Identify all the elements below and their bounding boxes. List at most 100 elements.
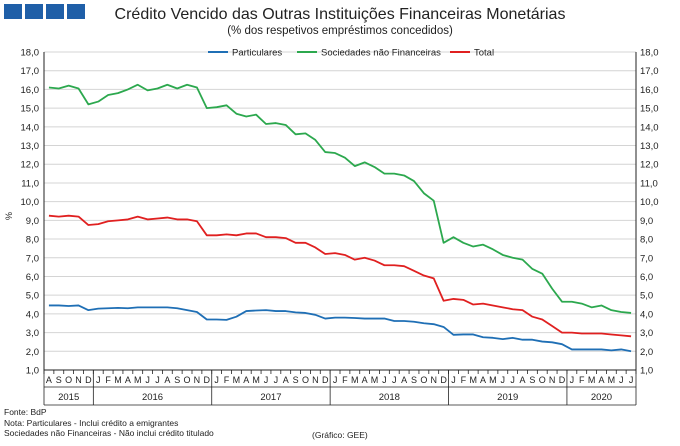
x-tick-label: N xyxy=(430,375,437,385)
year-label: 2018 xyxy=(379,392,400,403)
x-tick-label: A xyxy=(283,375,289,385)
x-tick-label: O xyxy=(302,375,309,385)
x-tick-label: M xyxy=(371,375,379,385)
x-tick-label: A xyxy=(598,375,604,385)
y-tick-label-right: 6,0 xyxy=(640,272,653,283)
footer-notes: Fonte: BdP Nota: Particulares - Inclui c… xyxy=(4,407,214,439)
x-tick-label: M xyxy=(134,375,142,385)
x-tick-label: F xyxy=(342,375,348,385)
y-tick-label-right: 3,0 xyxy=(640,328,653,339)
x-tick-label: J xyxy=(96,375,101,385)
x-tick-label: M xyxy=(252,375,260,385)
y-tick-label-right: 12,0 xyxy=(640,160,659,171)
y-tick-label-right: 10,0 xyxy=(640,197,659,208)
x-tick-label: D xyxy=(440,375,447,385)
x-tick-label: A xyxy=(362,375,368,385)
y-tick-label-right: 7,0 xyxy=(640,253,653,264)
y-tick-label-left: 14,0 xyxy=(21,122,40,133)
x-tick-label: M xyxy=(351,375,359,385)
source-note: Fonte: BdP xyxy=(4,407,47,417)
series-line-3 xyxy=(48,214,632,338)
x-tick-label: J xyxy=(392,375,397,385)
x-tick-label: J xyxy=(264,375,269,385)
x-tick-label: N xyxy=(549,375,556,385)
x-tick-label: J xyxy=(214,375,219,385)
x-tick-label: A xyxy=(125,375,131,385)
logo-square-3 xyxy=(46,4,64,19)
x-tick-label: J xyxy=(451,375,456,385)
x-tick-label: M xyxy=(114,375,122,385)
y-tick-label-right: 16,0 xyxy=(640,85,659,96)
chart-subtitle: (% dos respetivos empréstimos concedidos… xyxy=(227,25,453,37)
x-tick-label: O xyxy=(420,375,427,385)
y-tick-label-left: 9,0 xyxy=(26,216,39,227)
x-tick-label: J xyxy=(333,375,338,385)
logo-square-4 xyxy=(67,4,85,19)
x-tick-label: F xyxy=(579,375,585,385)
x-tick-label: A xyxy=(243,375,249,385)
y-tick-label-right: 2,0 xyxy=(640,347,653,358)
x-tick-label: S xyxy=(174,375,180,385)
y-tick-label-right: 11,0 xyxy=(640,178,658,189)
x-tick-label: A xyxy=(46,375,52,385)
y-tick-label-left: 15,0 xyxy=(21,104,40,115)
y-tick-label-left: 17,0 xyxy=(21,66,40,77)
x-tick-label: M xyxy=(233,375,241,385)
x-tick-label: S xyxy=(411,375,417,385)
x-tick-label: J xyxy=(629,375,634,385)
y-tick-label-left: 2,0 xyxy=(26,347,39,358)
year-label: 2016 xyxy=(142,392,163,403)
x-tick-label: A xyxy=(401,375,407,385)
chart-credit: (Gráfico: GEE) xyxy=(312,430,368,440)
y-tick-label-right: 18,0 xyxy=(640,48,659,59)
y-tick-label-left: 10,0 xyxy=(21,197,40,208)
y-tick-label-right: 15,0 xyxy=(640,104,659,115)
x-tick-label: M xyxy=(489,375,497,385)
x-tick-label: J xyxy=(274,375,279,385)
y-tick-label-left: 18,0 xyxy=(21,48,40,59)
legend-label: Total xyxy=(474,48,494,59)
x-tick-label: S xyxy=(529,375,535,385)
x-tick-label: O xyxy=(65,375,72,385)
note-sociedades: Sociedades não Financeiras - Não inclui … xyxy=(4,428,214,438)
x-tick-label: D xyxy=(322,375,329,385)
year-label: 2020 xyxy=(591,392,612,403)
y-tick-label-left: 11,0 xyxy=(21,178,39,189)
y-tick-label-left: 7,0 xyxy=(26,253,39,264)
y-tick-label-right: 1,0 xyxy=(640,366,653,377)
x-tick-label: M xyxy=(608,375,616,385)
x-tick-label: J xyxy=(510,375,515,385)
x-tick-label: J xyxy=(619,375,624,385)
x-tick-label: M xyxy=(469,375,477,385)
x-tick-label: J xyxy=(145,375,150,385)
y-tick-label-right: 17,0 xyxy=(640,66,659,77)
x-tick-label: F xyxy=(105,375,111,385)
y-tick-label-right: 8,0 xyxy=(640,235,653,246)
y-tick-label-left: 4,0 xyxy=(26,309,39,320)
x-tick-label: A xyxy=(480,375,486,385)
y-tick-label-left: 12,0 xyxy=(21,160,40,171)
y-tick-label-right: 9,0 xyxy=(640,216,653,227)
x-tick-label: J xyxy=(382,375,387,385)
year-label: 2015 xyxy=(58,392,79,403)
logo-square-2 xyxy=(25,4,43,19)
year-label: 2017 xyxy=(260,392,281,403)
y-axis-label: % xyxy=(4,212,14,220)
y-tick-label-left: 16,0 xyxy=(21,85,40,96)
y-tick-label-right: 5,0 xyxy=(640,291,653,302)
x-tick-label: F xyxy=(224,375,230,385)
y-tick-label-right: 13,0 xyxy=(640,141,659,152)
brand-logo xyxy=(4,4,85,19)
x-tick-label: O xyxy=(539,375,546,385)
x-tick-label: S xyxy=(56,375,62,385)
series-line-2 xyxy=(48,83,632,314)
x-tick-label: A xyxy=(520,375,526,385)
x-tick-label: M xyxy=(588,375,596,385)
x-tick-label: A xyxy=(164,375,170,385)
x-tick-label: D xyxy=(85,375,92,385)
y-tick-label-left: 3,0 xyxy=(26,328,39,339)
year-label: 2019 xyxy=(497,392,518,403)
x-tick-label: N xyxy=(312,375,319,385)
x-tick-label: D xyxy=(559,375,566,385)
